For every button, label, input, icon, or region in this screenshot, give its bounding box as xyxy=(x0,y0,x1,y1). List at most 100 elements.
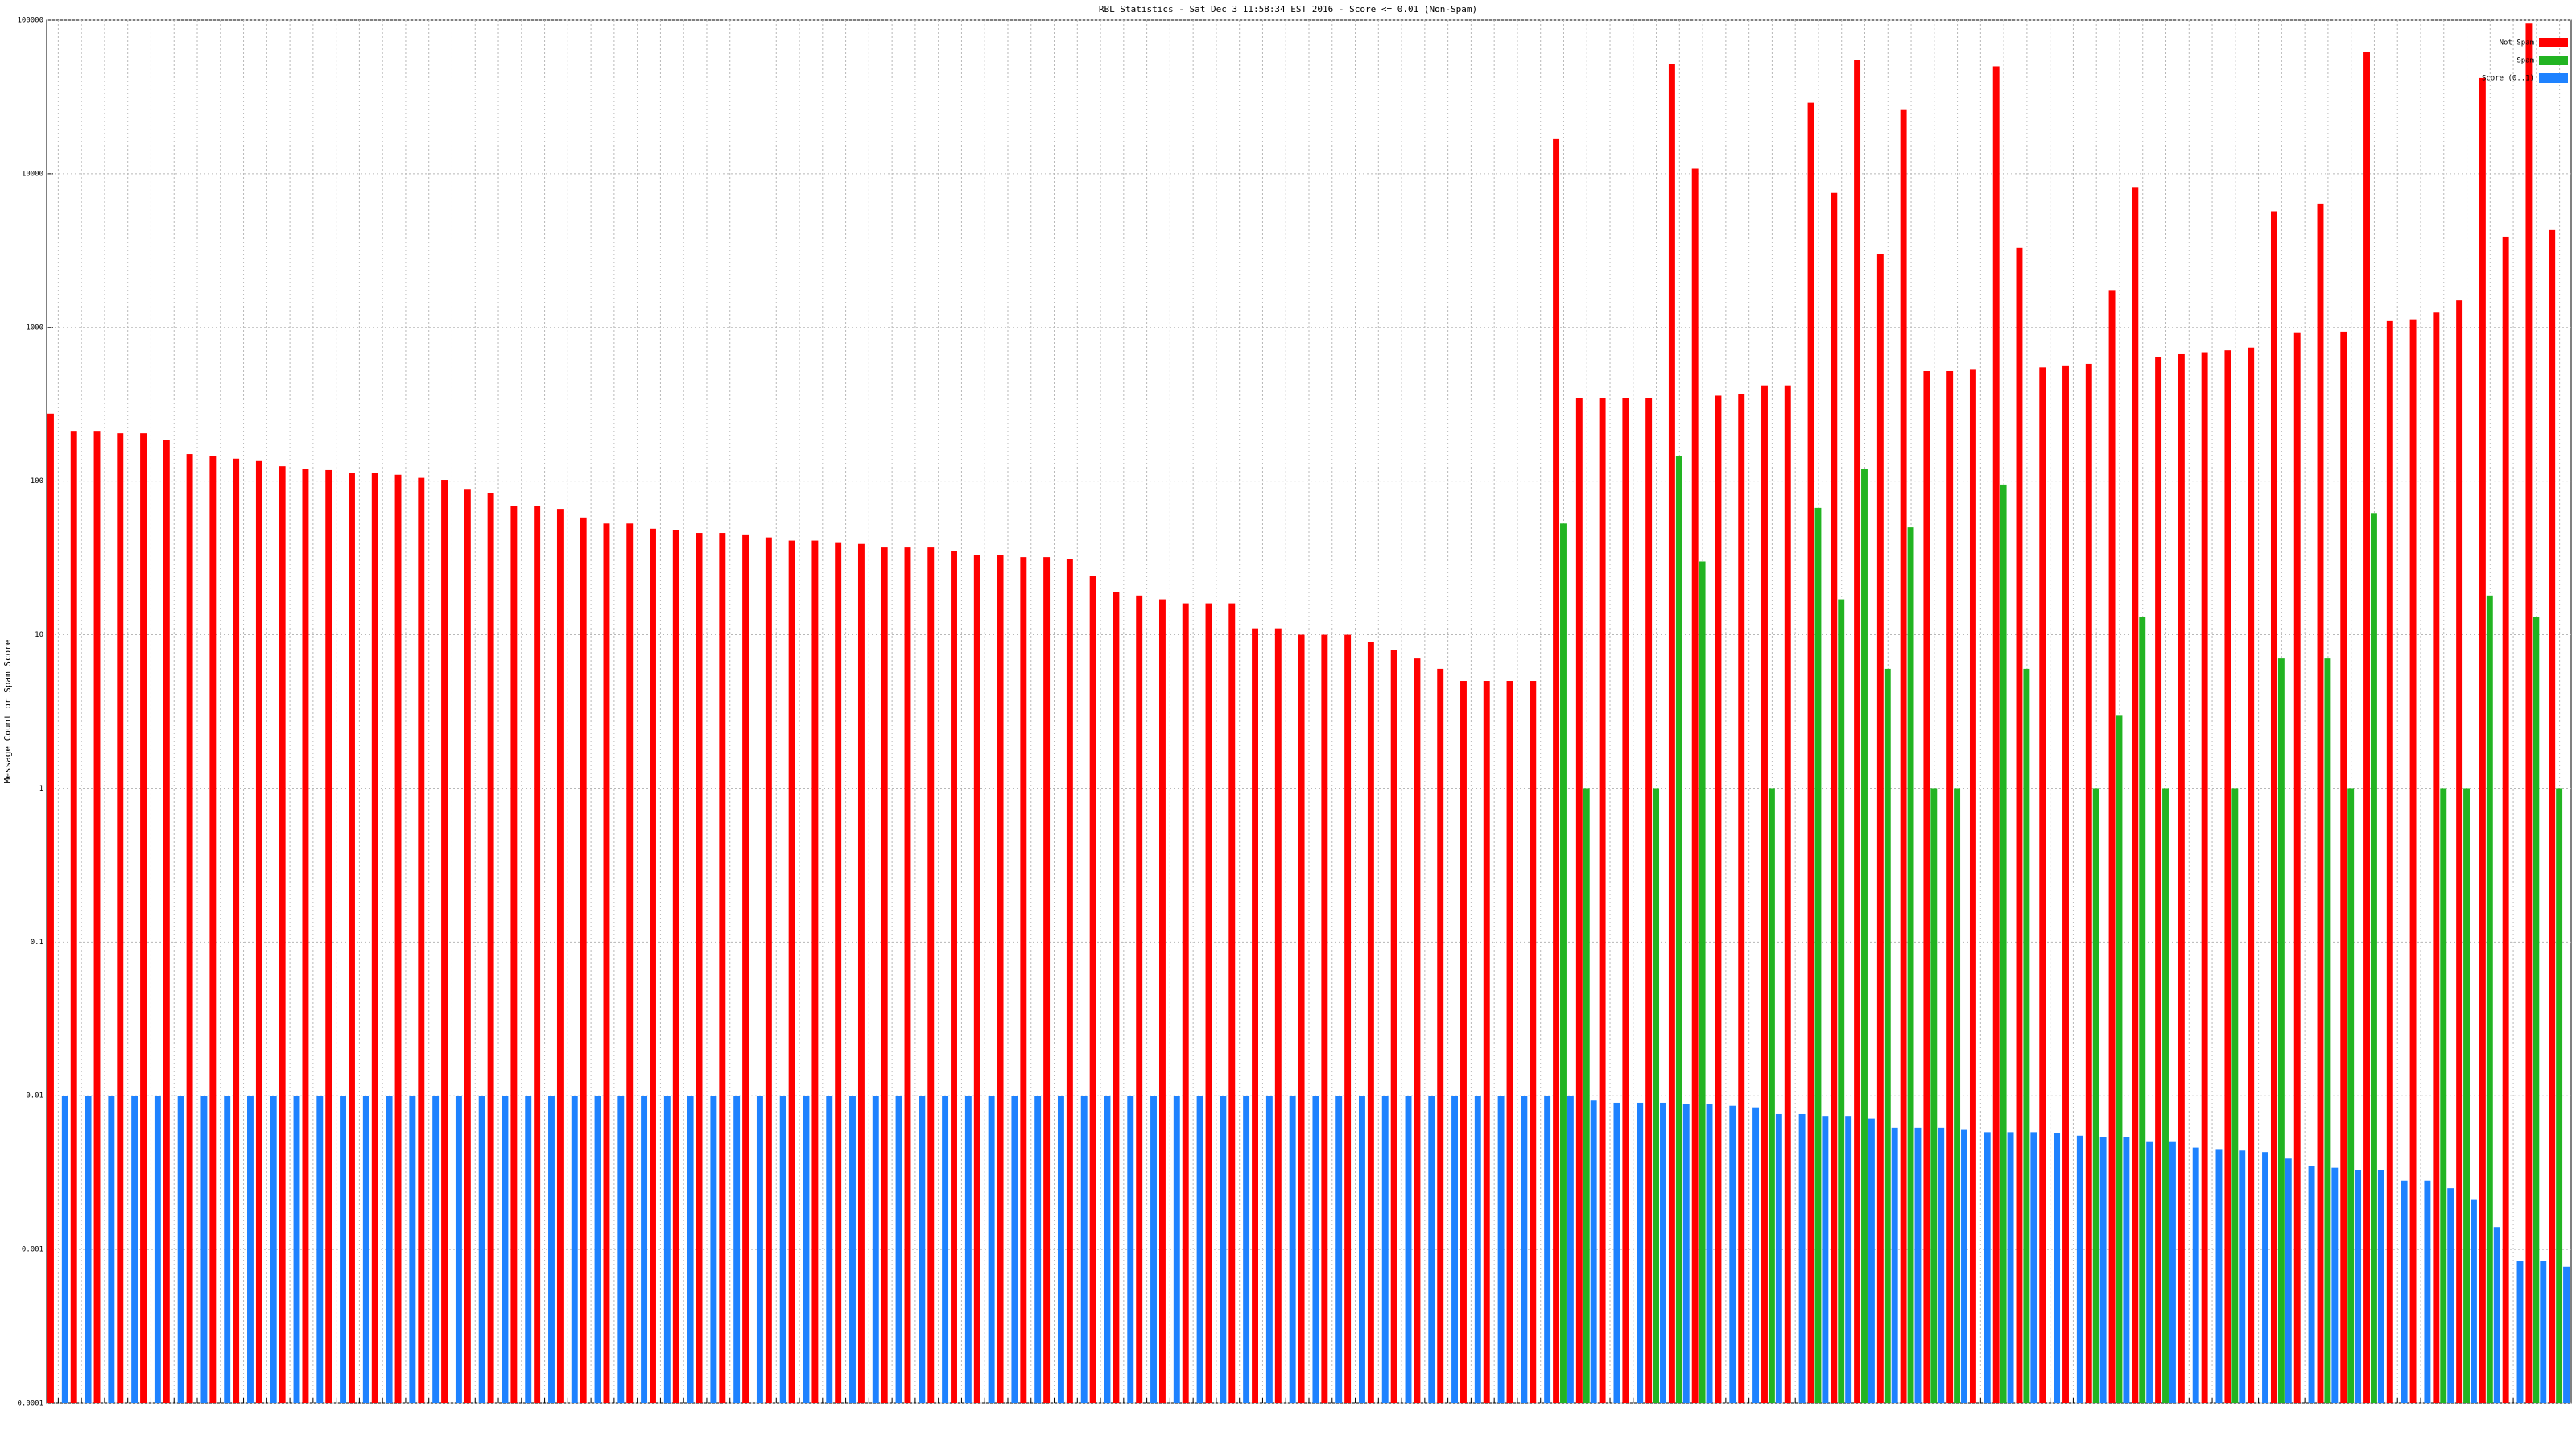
bar xyxy=(131,1096,138,1403)
bar xyxy=(1043,557,1051,1403)
bar xyxy=(510,506,518,1403)
bar xyxy=(1622,398,1629,1404)
bar xyxy=(455,1096,462,1403)
bar xyxy=(1668,64,1675,1404)
bar xyxy=(85,1096,92,1403)
bar xyxy=(1321,634,1328,1403)
bar xyxy=(1136,595,1143,1403)
bar xyxy=(1992,66,2000,1404)
bar xyxy=(803,1096,810,1403)
bar xyxy=(1312,1096,1319,1403)
bar xyxy=(1414,658,1421,1403)
y-tick-label: 1 xyxy=(39,785,43,793)
bar xyxy=(325,469,332,1403)
bar xyxy=(1080,1096,1088,1403)
bar xyxy=(2463,788,2470,1403)
bar xyxy=(1706,1104,1713,1403)
bar xyxy=(2123,1137,2130,1403)
bar xyxy=(2409,319,2417,1403)
bar xyxy=(1984,1132,1991,1403)
bar xyxy=(2248,347,2255,1403)
bar xyxy=(534,506,541,1403)
bar xyxy=(441,480,448,1404)
bar xyxy=(2533,617,2540,1403)
bar xyxy=(2502,236,2509,1404)
bar xyxy=(1497,1096,1505,1403)
bar xyxy=(826,1096,833,1403)
bar xyxy=(464,489,471,1403)
bar xyxy=(1907,527,1914,1404)
bar xyxy=(1335,1096,1343,1403)
bar xyxy=(1521,1096,1528,1403)
bar xyxy=(1367,642,1374,1403)
y-tick-label: 0.0001 xyxy=(17,1400,43,1408)
legend-label: Not Spam xyxy=(2500,39,2534,47)
bar xyxy=(186,454,193,1404)
bar xyxy=(2000,484,2007,1404)
bar xyxy=(1814,507,1822,1403)
bar xyxy=(293,1096,300,1403)
bar xyxy=(1923,370,1930,1403)
bar xyxy=(719,533,726,1403)
y-tick-label: 10 xyxy=(35,631,43,639)
bar xyxy=(2447,1188,2454,1403)
bar xyxy=(663,1096,671,1403)
bar xyxy=(140,433,147,1404)
bar xyxy=(1228,603,1236,1403)
bar xyxy=(224,1096,231,1403)
bar xyxy=(1768,788,1775,1403)
bar xyxy=(733,1096,741,1403)
bar xyxy=(1034,1096,1042,1403)
bar xyxy=(1575,398,1583,1404)
bar xyxy=(2540,1261,2547,1403)
y-tick-label: 100 xyxy=(31,477,43,485)
bar xyxy=(233,458,240,1403)
bar xyxy=(942,1096,949,1403)
bar xyxy=(988,1096,995,1403)
bar xyxy=(1567,1096,1574,1403)
bar xyxy=(247,1096,254,1403)
bar xyxy=(603,523,610,1403)
bar xyxy=(594,1096,601,1403)
bar xyxy=(2099,1137,2107,1403)
bar xyxy=(2308,1166,2315,1403)
bar xyxy=(1699,561,1706,1403)
bar xyxy=(1775,1113,1782,1403)
y-tick-label: 0.01 xyxy=(26,1092,43,1100)
bar xyxy=(1954,788,1961,1403)
bar xyxy=(1761,385,1768,1403)
bar xyxy=(964,1096,972,1403)
legend-label: Spam xyxy=(2516,57,2534,65)
bar xyxy=(1530,681,1537,1403)
bar xyxy=(394,474,402,1403)
bar xyxy=(108,1096,115,1403)
bar xyxy=(1344,634,1352,1403)
bar xyxy=(1831,192,1838,1404)
bar xyxy=(1822,1116,1829,1403)
bar xyxy=(1150,1096,1157,1403)
bar xyxy=(2479,77,2486,1404)
bar xyxy=(209,456,217,1403)
bar xyxy=(1089,576,1096,1403)
bar xyxy=(478,1096,485,1403)
bar xyxy=(951,551,957,1404)
bar xyxy=(2525,23,2533,1403)
bar xyxy=(765,537,772,1403)
bar xyxy=(571,1096,578,1403)
bar xyxy=(2347,788,2355,1403)
bar xyxy=(2493,1227,2500,1403)
bar xyxy=(362,1096,369,1403)
bar xyxy=(1660,1102,1666,1403)
y-tick-label: 0.1 xyxy=(31,939,43,947)
bar xyxy=(2030,1132,2037,1403)
bar xyxy=(1613,1102,1620,1403)
bar xyxy=(1715,395,1722,1403)
bar xyxy=(1474,1096,1481,1403)
bar xyxy=(1205,603,1212,1403)
y-tick-label: 0.001 xyxy=(22,1246,43,1254)
bar xyxy=(2331,1167,2339,1403)
bar xyxy=(1583,788,1590,1403)
bar xyxy=(1182,603,1189,1403)
bar xyxy=(1428,1096,1435,1403)
bar xyxy=(2370,513,2377,1403)
